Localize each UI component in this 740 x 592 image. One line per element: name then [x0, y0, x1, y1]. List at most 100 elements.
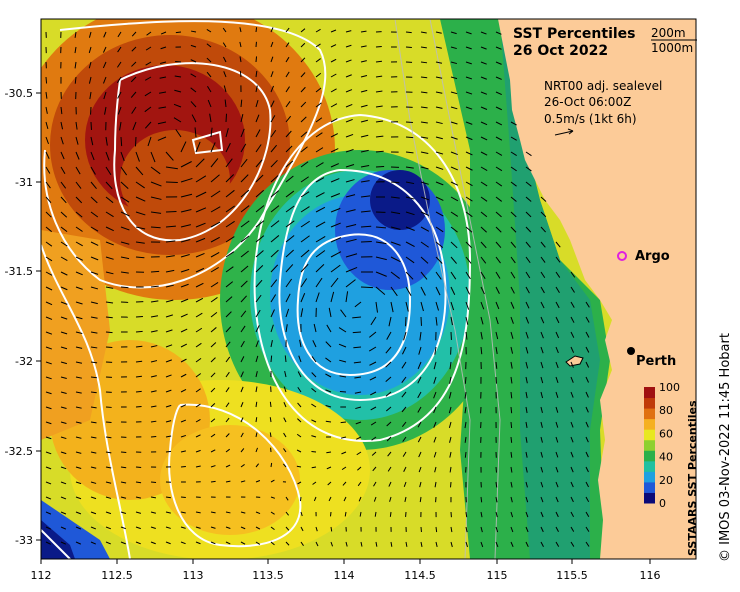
current-vector [495, 481, 498, 488]
current-vector [495, 541, 499, 548]
colorbar-tick-label: 20 [659, 474, 673, 487]
current-vector [311, 466, 317, 469]
current-vector [120, 211, 130, 217]
current-vector [495, 316, 499, 325]
current-vector [540, 376, 544, 384]
current-vector [405, 301, 409, 312]
current-vector [210, 541, 216, 545]
current-vector [45, 181, 51, 189]
current-vector [465, 271, 471, 280]
x-tick-label: 113 [183, 569, 204, 582]
current-vector [60, 436, 67, 440]
current-vector [585, 346, 590, 353]
current-vector [195, 282, 204, 288]
current-vector [510, 496, 513, 503]
current-vector [480, 346, 483, 355]
current-vector [448, 391, 452, 399]
current-vector [510, 166, 517, 172]
current-vector [165, 166, 178, 170]
current-vector [90, 286, 99, 290]
current-vector [450, 256, 457, 264]
current-vector [120, 136, 123, 147]
current-vector [210, 342, 217, 348]
current-vector [510, 226, 517, 233]
argo-label: Argo [635, 249, 670, 264]
current-vector [150, 405, 157, 408]
current-vector [75, 301, 83, 305]
current-vector [103, 76, 107, 84]
current-vector [300, 176, 309, 183]
current-vector [315, 28, 321, 33]
current-vector [525, 181, 532, 187]
current-vector [315, 526, 318, 532]
current-vector [330, 88, 337, 93]
current-vector [159, 76, 167, 79]
current-vector [386, 421, 392, 427]
current-vector [356, 436, 362, 440]
current-vector [255, 220, 265, 228]
current-vector [480, 511, 483, 518]
current-vector [585, 331, 590, 338]
current-vector [555, 346, 559, 354]
current-vector [360, 45, 367, 48]
current-vector [585, 436, 589, 443]
current-vector [90, 211, 99, 218]
current-vector [525, 451, 528, 458]
current-vector [450, 61, 458, 65]
current-vector [88, 61, 92, 69]
current-vector [450, 226, 458, 233]
current-vector [434, 346, 437, 355]
current-vector [299, 339, 302, 348]
current-vector [510, 436, 513, 443]
current-vector [240, 174, 249, 183]
current-vector [75, 451, 82, 454]
current-vector [345, 133, 354, 138]
current-vector [75, 481, 82, 485]
current-vector [585, 301, 590, 308]
current-vector [375, 226, 387, 229]
current-vector [90, 466, 97, 469]
current-vector [435, 91, 443, 94]
current-vector [315, 541, 319, 547]
current-vector [225, 526, 231, 529]
current-vector [315, 177, 325, 183]
colorbar-swatch [644, 408, 655, 420]
current-vector [225, 128, 229, 138]
current-vector [195, 252, 205, 258]
current-vector [131, 106, 137, 114]
current-vector [225, 402, 230, 408]
current-vector [450, 106, 458, 110]
current-vector [88, 31, 92, 38]
colorbar-swatch [644, 397, 655, 409]
current-vector [450, 151, 458, 156]
current-vectors [45, 27, 590, 548]
current-vector [345, 267, 358, 273]
current-vector [570, 511, 575, 518]
colorbar-tick-label: 80 [659, 404, 673, 417]
current-vector [315, 206, 326, 213]
current-vector [420, 121, 428, 124]
current-vector [131, 46, 137, 52]
current-vector [330, 222, 341, 228]
current-vector [173, 117, 182, 123]
current-vector [255, 70, 258, 78]
current-vector [375, 271, 387, 277]
current-vector [354, 376, 362, 379]
current-vector [105, 466, 112, 469]
current-vector [135, 496, 142, 499]
current-vector [465, 181, 473, 187]
current-vector [180, 193, 193, 198]
current-vector [353, 361, 362, 364]
current-vector [525, 466, 528, 473]
current-vector [375, 120, 384, 123]
current-vector [285, 27, 290, 33]
current-vector [240, 417, 244, 423]
current-vector [285, 130, 292, 138]
current-vector [359, 511, 362, 517]
current-vector [195, 327, 203, 333]
current-vector [132, 121, 137, 131]
current-vector [240, 235, 250, 243]
bathymetry-lines [394, 19, 501, 559]
current-vector [525, 406, 528, 414]
current-vector [285, 324, 288, 333]
